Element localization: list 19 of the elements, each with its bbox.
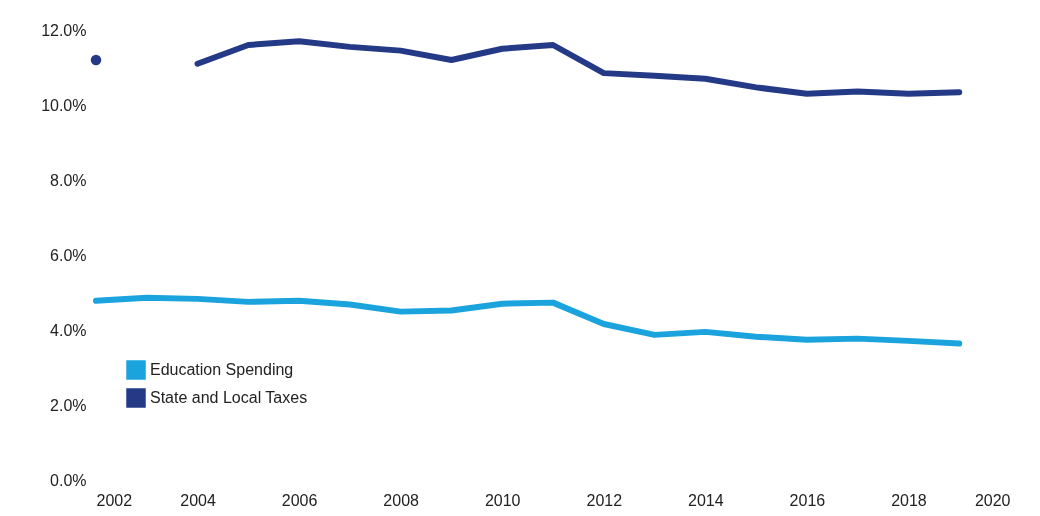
y-tick-label: 6.0%	[50, 246, 87, 264]
y-tick-label: 10.0%	[41, 96, 87, 114]
x-tick-label: 2018	[891, 491, 927, 509]
y-tick-label: 8.0%	[50, 171, 87, 189]
y-tick-label: 0.0%	[50, 471, 87, 489]
x-tick-label: 2010	[484, 491, 521, 509]
x-tick-label: 2014	[688, 491, 724, 509]
x-tick-label: 2002	[96, 491, 133, 509]
y-tick-label: 12.0%	[41, 21, 87, 39]
x-tick-label: 2008	[383, 491, 420, 509]
x-tick-label: 2004	[180, 491, 216, 509]
legend-label: Education Spending	[150, 361, 294, 378]
y-tick-label: 4.0%	[50, 321, 87, 339]
x-tick-label: 2012	[586, 491, 623, 509]
x-tick-label: 2016	[789, 491, 826, 509]
x-tick-label: 2006	[281, 491, 318, 509]
legend-label: State and Local Taxes	[150, 389, 308, 406]
y-tick-label: 2.0%	[50, 396, 87, 414]
x-tick-label: 2020	[974, 491, 1011, 509]
